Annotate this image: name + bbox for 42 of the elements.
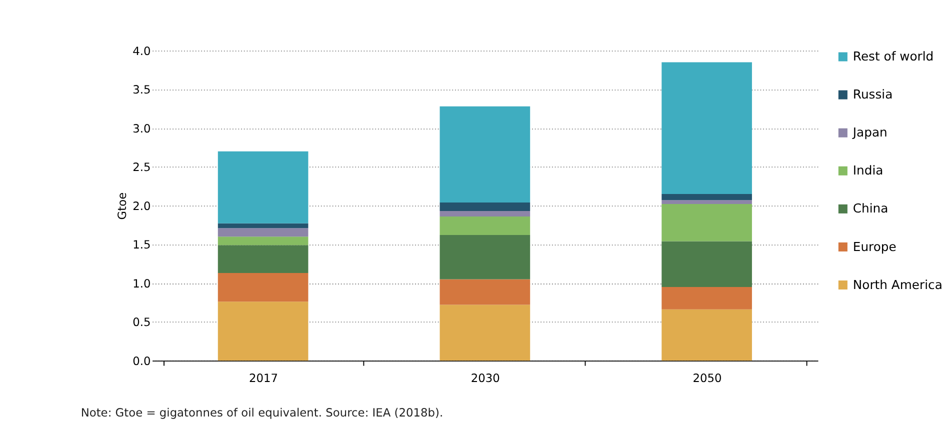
bar (440, 216, 530, 236)
bar (662, 200, 752, 204)
bar (218, 245, 308, 274)
bar (218, 236, 308, 246)
bar (218, 228, 308, 237)
legend-label: Russia (852, 88, 893, 102)
text: Note: Gtoe = gigatonnes of oil equivalent. Source: IEA (2018b). (80, 406, 444, 420)
x-tick-label: 2050 (692, 370, 722, 385)
legend-label: Europe (852, 240, 896, 254)
y-tick-label: 3.5 (132, 82, 151, 97)
y-tick-label: 3.0 (132, 121, 151, 136)
bar (662, 241, 752, 287)
bar (440, 211, 530, 216)
y-tick-label: 2.5 (132, 160, 151, 174)
bar (662, 286, 752, 310)
y-tick-label: 4.0 (132, 44, 151, 58)
bar (662, 204, 752, 242)
bar (440, 202, 530, 212)
y-tick-label: 0.0 (132, 354, 151, 368)
y-axis-title: Gtoe (114, 192, 129, 220)
legend-label: Japan (852, 126, 888, 140)
x-tick-label: 2017 (249, 370, 278, 385)
legend-label: China (852, 202, 888, 216)
y-tick-label: 2.0 (132, 198, 151, 213)
x-tick-label: 2030 (470, 370, 500, 385)
legend-label: North America (852, 278, 942, 292)
bar (218, 151, 308, 224)
y-tick-label: 1.0 (132, 276, 151, 290)
bar (440, 106, 530, 202)
legend-label: Rest of world (852, 50, 934, 64)
bar (662, 62, 752, 194)
bar (440, 235, 530, 280)
bar (662, 194, 752, 200)
bar (662, 309, 752, 361)
bar (440, 304, 530, 361)
y-tick-label: 0.5 (132, 315, 151, 330)
bar (218, 223, 308, 228)
y-tick-label: 1.5 (132, 238, 151, 252)
bar (218, 273, 308, 302)
bar (440, 279, 530, 305)
legend-label: India (852, 164, 884, 178)
bar (218, 302, 308, 361)
